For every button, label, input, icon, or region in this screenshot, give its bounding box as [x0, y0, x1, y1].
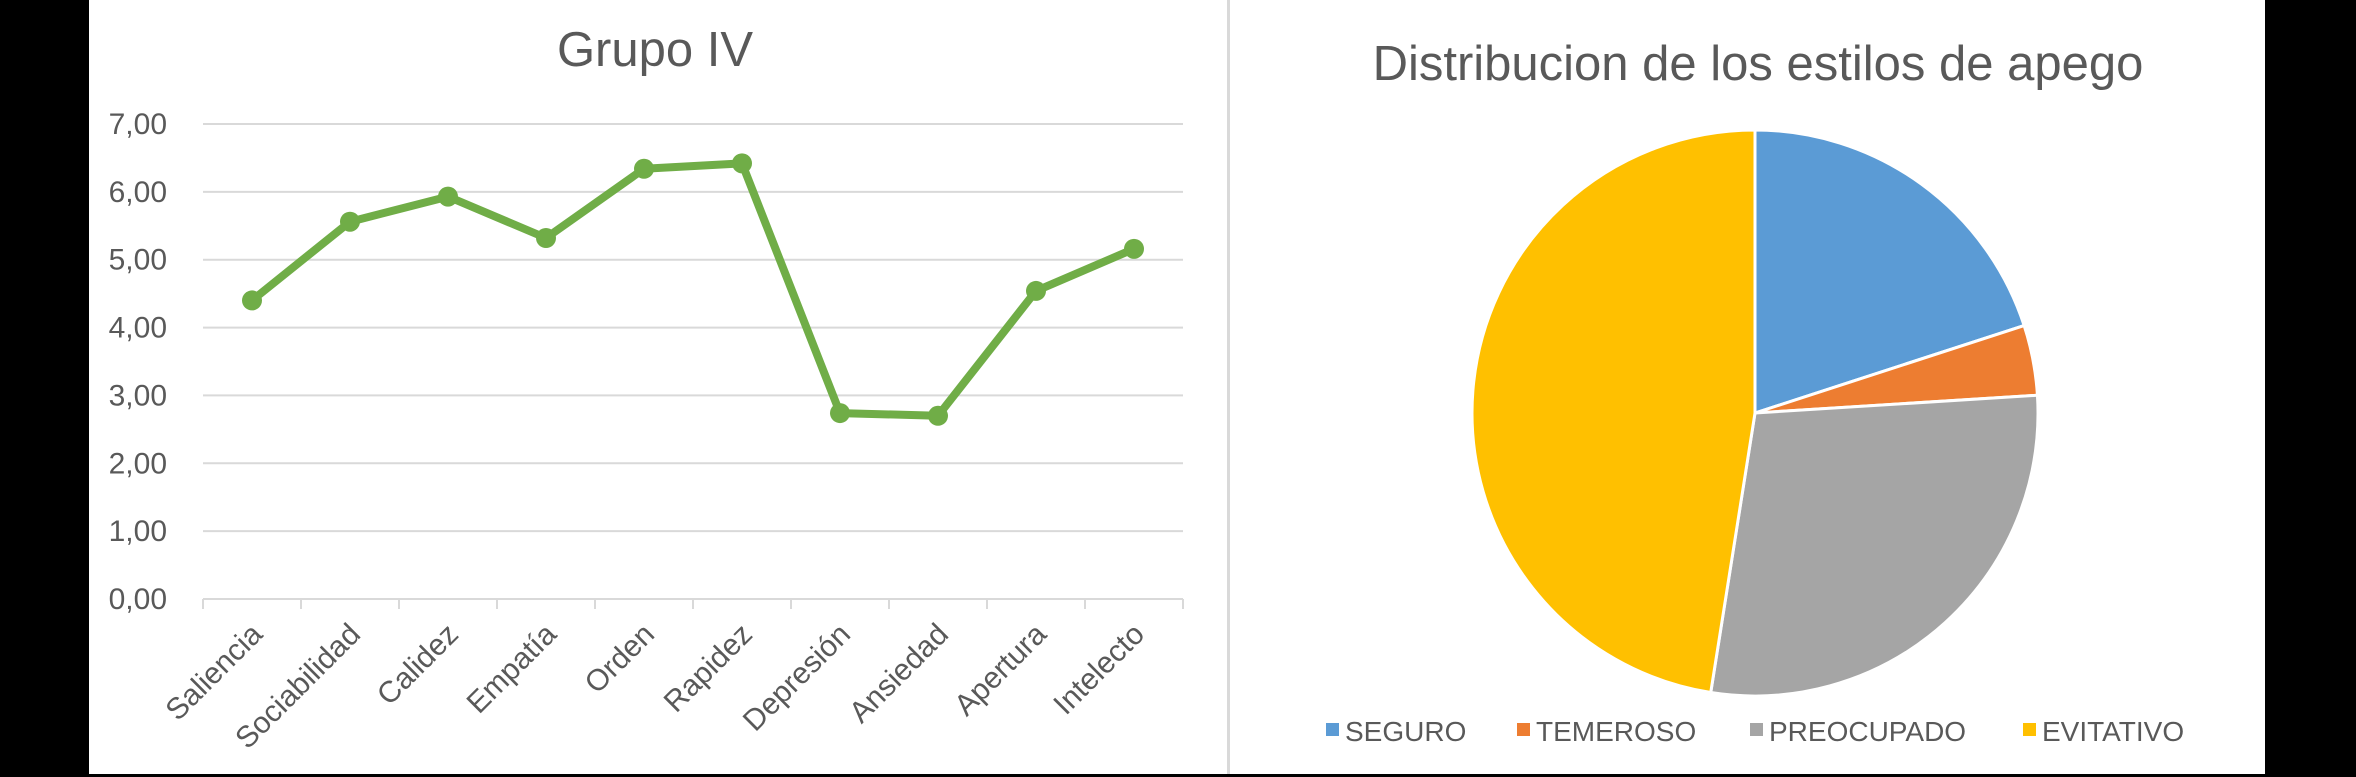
legend-swatch — [1517, 723, 1530, 736]
line-chart-panel: Grupo IV 0,00 1,00 2,00 3,00 4,00 5,00 6,00 7,0… — [89, 0, 1228, 774]
line-chart: Grupo IV 0,00 1,00 2,00 3,00 4,00 5,00 6,00 7,0… — [109, 23, 1184, 755]
x-tick-label: Rapidez — [658, 618, 759, 719]
legend-label: PREOCUPADO — [1769, 716, 1966, 747]
legend-swatch — [1326, 723, 1339, 736]
line-chart-y-axis: 0,00 1,00 2,00 3,00 4,00 5,00 6,00 7,00 — [109, 108, 167, 616]
x-tick-label: Apertura — [948, 617, 1053, 722]
pie-slice-seguro — [1753, 128, 2026, 415]
line-series-path — [249, 159, 1136, 420]
legend-item-evitativo: EVITATIVO — [2023, 716, 2184, 747]
legend-item-seguro: SEGURO — [1326, 716, 1466, 747]
x-tick-label: Depresión — [737, 618, 857, 738]
pie-slice-preocupado — [1709, 393, 2040, 698]
legend-label: EVITATIVO — [2042, 716, 2184, 747]
data-point-marker — [1026, 280, 1046, 301]
line-chart-gridlines — [203, 123, 1183, 533]
legend-item-preocupado: PREOCUPADO — [1750, 716, 1966, 747]
pie-chart: Distribucion de los estilos de apego SEG… — [1326, 37, 2184, 747]
line-chart-title: Grupo IV — [557, 23, 753, 77]
y-tick-label: 2,00 — [109, 447, 167, 480]
line-chart-series — [242, 153, 1144, 426]
data-point-marker — [732, 153, 752, 174]
y-tick-label: 0,00 — [109, 583, 167, 616]
x-tick-label: Calidez — [371, 618, 465, 712]
data-point-marker — [438, 186, 458, 207]
legend-swatch — [1750, 723, 1763, 736]
pie-chart-slices — [1470, 128, 2040, 698]
legend-swatch — [2023, 723, 2036, 736]
x-tick-label: Orden — [579, 618, 661, 700]
data-point-marker — [928, 405, 948, 426]
x-tick-label: Ansiedad — [843, 618, 955, 730]
data-point-marker — [830, 403, 850, 424]
data-point-marker — [1124, 238, 1144, 259]
x-tick-label: Intelecto — [1047, 618, 1151, 722]
pie-chart-legend: SEGURO TEMEROSO PREOCUPADO EVITATIVO — [1326, 716, 2184, 747]
pie-chart-panel: Distribucion de los estilos de apego SEG… — [1230, 0, 2265, 774]
y-tick-label: 7,00 — [109, 108, 167, 141]
legend-label: TEMEROSO — [1536, 716, 1696, 747]
legend-label: SEGURO — [1345, 716, 1466, 747]
y-tick-label: 5,00 — [109, 244, 167, 277]
data-point-marker — [242, 290, 262, 311]
data-point-marker — [634, 158, 654, 179]
y-tick-label: 1,00 — [109, 515, 167, 548]
pie-chart-title: Distribucion de los estilos de apego — [1373, 37, 2144, 91]
data-point-marker — [536, 228, 556, 248]
legend-item-temeroso: TEMEROSO — [1517, 716, 1696, 747]
x-tick-label: Empatía — [461, 617, 564, 720]
chart-divider — [1227, 0, 1230, 774]
pie-slice-evitativo — [1470, 128, 1757, 695]
y-tick-label: 4,00 — [109, 312, 167, 345]
data-point-marker — [340, 211, 360, 232]
y-tick-label: 3,00 — [109, 379, 167, 412]
y-tick-label: 6,00 — [109, 176, 167, 209]
